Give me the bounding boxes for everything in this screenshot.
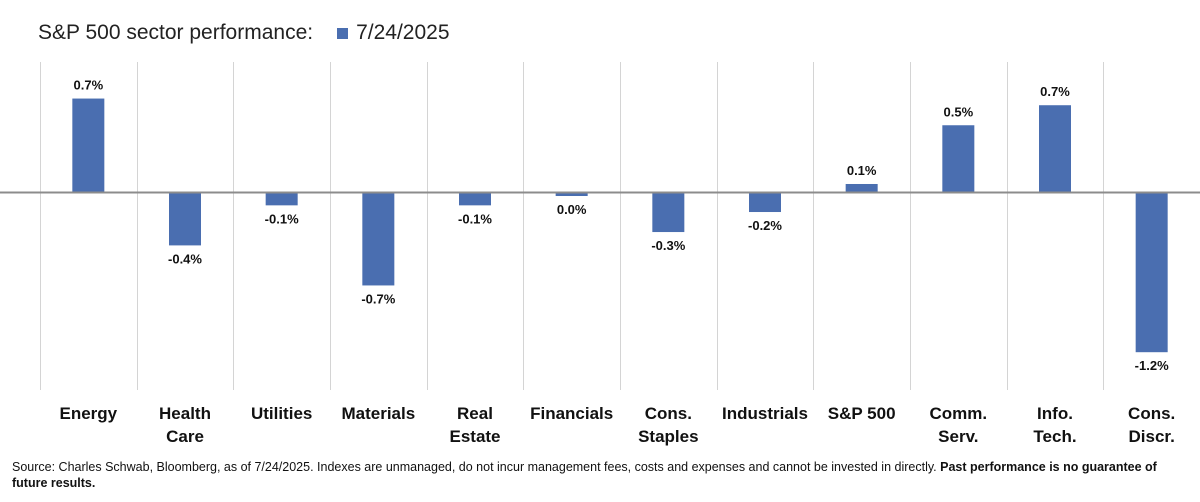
chart-title: S&P 500 sector performance:: [38, 21, 314, 44]
bar: [362, 192, 395, 286]
bar: [1039, 105, 1071, 192]
legend-swatch: [337, 27, 349, 39]
bar: [169, 192, 201, 246]
category-label: S&P 500: [828, 404, 896, 423]
data-label: -0.4%: [168, 251, 202, 266]
source-note: Source: Charles Schwab, Bloomberg, as of…: [12, 459, 1187, 491]
data-label: -0.3%: [651, 238, 685, 253]
bar: [652, 192, 685, 233]
legend: 7/24/2025: [337, 21, 450, 45]
category-label: Discr.: [1129, 427, 1175, 446]
category-label: Financials: [530, 404, 613, 423]
category-label: Staples: [638, 427, 698, 446]
bar: [72, 98, 105, 192]
category-label: Industrials: [722, 404, 808, 423]
data-label: 0.1%: [847, 163, 877, 178]
bar: [555, 192, 588, 197]
category-label: Care: [166, 427, 204, 446]
category-label: Utilities: [251, 404, 312, 423]
chart-header: S&P 500 sector performance: 7/24/2025: [38, 18, 450, 48]
data-label: -0.2%: [748, 218, 782, 233]
data-label: -0.1%: [265, 211, 299, 226]
data-label: 0.5%: [944, 104, 974, 119]
bar: [1135, 192, 1168, 353]
category-label: Tech.: [1033, 427, 1076, 446]
category-label: Estate: [449, 427, 500, 446]
category-label: Health: [159, 404, 211, 423]
data-label: 0.0%: [557, 202, 587, 217]
data-label: -0.1%: [458, 211, 492, 226]
disclaimer-text: Past performance is no guarantee of futu…: [12, 460, 1157, 490]
category-label: Materials: [341, 404, 415, 423]
category-label: Cons.: [645, 404, 692, 423]
source-text: Source: Charles Schwab, Bloomberg, as of…: [12, 460, 937, 474]
category-label: Real: [457, 404, 493, 423]
category-label: Info.: [1037, 404, 1073, 423]
category-label: Energy: [60, 404, 118, 423]
bar: [942, 125, 975, 192]
bar: [845, 183, 878, 192]
data-label: 0.7%: [74, 78, 104, 93]
bar: [749, 192, 781, 213]
data-label: -0.7%: [361, 291, 395, 306]
bar-chart: 0.7% Energy -0.4% Health Care -0.1% Utilities -…: [0, 62, 1200, 446]
data-label: 0.7%: [1040, 84, 1070, 99]
data-label: -1.2%: [1135, 358, 1169, 373]
bar: [459, 192, 491, 206]
category-label: Cons.: [1128, 404, 1175, 423]
category-label: Serv.: [938, 427, 978, 446]
bar: [265, 192, 298, 206]
legend-label: 7/24/2025: [356, 21, 450, 44]
category-label: Comm.: [930, 404, 988, 423]
